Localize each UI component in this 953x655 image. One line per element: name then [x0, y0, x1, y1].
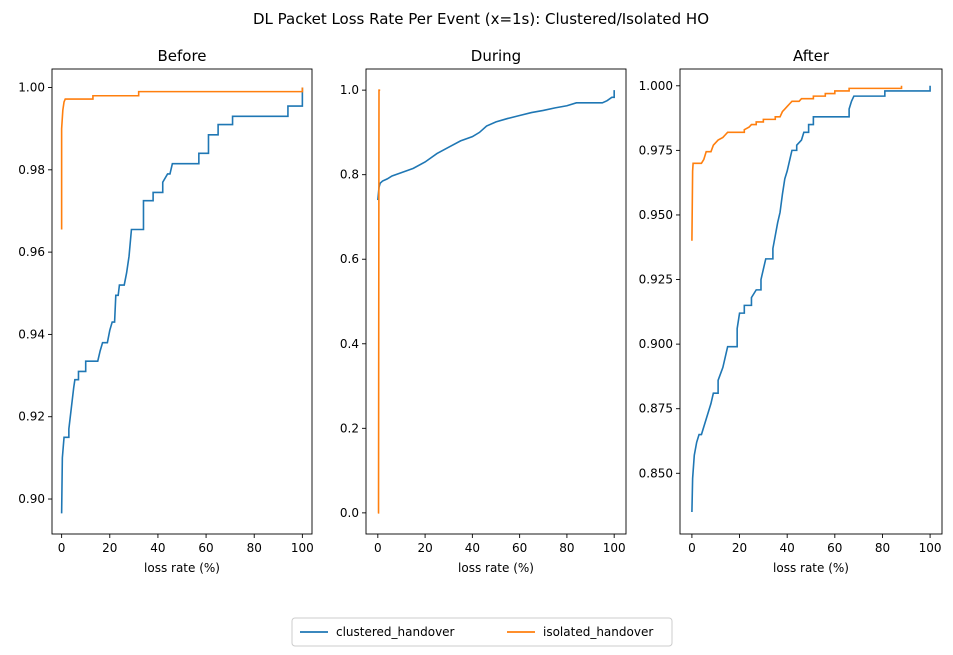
legend-label: clustered_handover: [336, 625, 455, 639]
subplots: Before 0 20 40 60 80 100 0.90 0.92 0.94 0.96 0.98 1.…: [18, 47, 943, 575]
legend-label: isolated_handover: [543, 625, 653, 639]
series-line-isolated-handover: [377, 89, 381, 514]
y-tick-label: 0.850: [639, 466, 673, 480]
series-line-clustered-handover: [377, 90, 615, 201]
x-tick-label: 80: [875, 541, 890, 555]
y-tick-label: 0.94: [18, 327, 45, 341]
axes-frame: [365, 68, 627, 535]
y-tick-label: 0.2: [340, 421, 359, 435]
subplot-title: Before: [157, 47, 206, 65]
x-tick-label: 80: [247, 541, 262, 555]
legend-box: [291, 617, 673, 647]
figure-title: DL Packet Loss Rate Per Event (x=1s): Cl…: [253, 10, 709, 28]
series-line-clustered-handover: [60, 87, 304, 514]
y-tick-label: 0.8: [340, 168, 359, 182]
x-tick-label: 20: [732, 541, 747, 555]
x-tick-label: 80: [559, 541, 574, 555]
y-tick-label: 0.92: [18, 410, 45, 424]
x-tick-label: 0: [688, 541, 696, 555]
x-tick-label: 60: [512, 541, 527, 555]
x-tick-label: 20: [417, 541, 432, 555]
x-axis-label: loss rate (%): [144, 561, 220, 575]
axes-frame: [679, 68, 943, 535]
x-tick-label: 60: [827, 541, 842, 555]
y-tick-label: 1.00: [18, 81, 45, 95]
subplot-title: After: [793, 47, 830, 65]
series-line-clustered-handover: [691, 85, 931, 513]
legend: clustered_handover isolated_handover: [291, 617, 673, 647]
series-line-isolated-handover: [691, 85, 903, 241]
x-tick-label: 40: [150, 541, 165, 555]
y-tick-label: 0.0: [340, 506, 359, 520]
subplot-3: After 0 20 40 60 80 100 0.850 0.875 0.900 0.925 0.9…: [639, 47, 943, 575]
y-tick-label: 0.6: [340, 252, 359, 266]
y-tick-label: 0.4: [340, 337, 359, 351]
series-line-isolated-handover: [60, 87, 304, 230]
x-tick-label: 0: [58, 541, 66, 555]
x-tick-label: 0: [374, 541, 382, 555]
subplot-1: Before 0 20 40 60 80 100 0.90 0.92 0.94 0.96 0.98 1.…: [18, 47, 314, 575]
x-tick-label: 60: [198, 541, 213, 555]
y-tick-label: 1.000: [639, 79, 673, 93]
y-tick-label: 0.875: [639, 402, 673, 416]
x-tick-label: 40: [780, 541, 795, 555]
y-tick-label: 0.900: [639, 337, 673, 351]
y-tick-label: 0.950: [639, 208, 673, 222]
y-tick-label: 0.925: [639, 273, 673, 287]
x-tick-label: 100: [919, 541, 942, 555]
x-tick-label: 100: [603, 541, 626, 555]
y-tick-label: 0.96: [18, 245, 45, 259]
axes-frame: [51, 68, 313, 535]
y-tick-label: 0.98: [18, 163, 45, 177]
y-tick-label: 1.0: [340, 83, 359, 97]
x-tick-label: 100: [291, 541, 314, 555]
x-axis-label: loss rate (%): [458, 561, 534, 575]
y-tick-label: 0.90: [18, 492, 45, 506]
x-axis-label: loss rate (%): [773, 561, 849, 575]
subplot-2: During 0 20 40 60 80 100 0.0 0.2 0.4 0.6 0.8 1.0 loss…: [340, 47, 627, 575]
subplot-title: During: [471, 47, 521, 65]
x-tick-label: 20: [102, 541, 117, 555]
y-tick-label: 0.975: [639, 143, 673, 157]
x-tick-label: 40: [465, 541, 480, 555]
